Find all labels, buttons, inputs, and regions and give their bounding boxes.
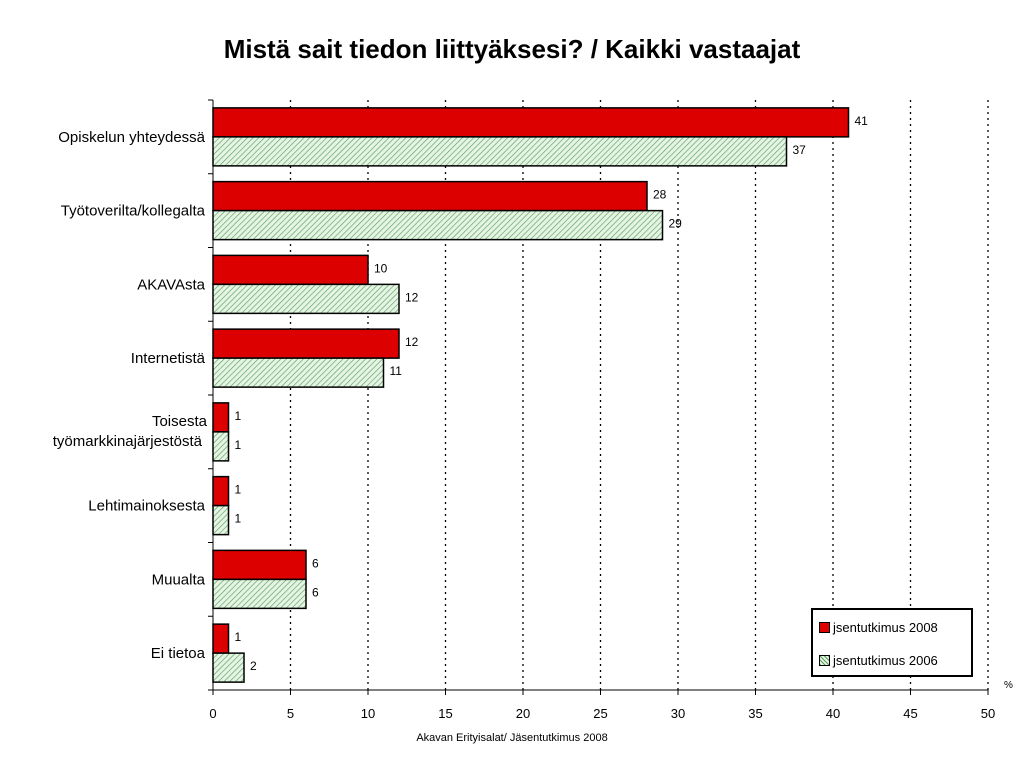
bar-2008 <box>212 623 230 654</box>
data-label: 10 <box>374 261 388 275</box>
data-label: 37 <box>793 143 807 157</box>
data-label: 6 <box>312 585 319 599</box>
chart-title: Mistä sait tiedon liittyäksesi? / Kaikki… <box>223 34 801 64</box>
x-tick-label: 10 <box>361 706 375 721</box>
bar-2008 <box>212 180 648 212</box>
labels: 0 5 10 15 20 25 30 35 40 45 50 Opiskelun yhteydessä… <box>53 114 995 721</box>
legend-label-2008: jsentutkimus 2008 <box>833 620 938 635</box>
bar-2008 <box>212 402 230 433</box>
gridlines <box>289 100 989 690</box>
bar-2008 <box>212 328 400 359</box>
category-label: Työtoverilta/kollegalta <box>61 203 206 220</box>
legend-swatch-2006 <box>819 655 830 666</box>
data-label: 12 <box>405 290 419 304</box>
bar-2006 <box>212 578 307 610</box>
x-tick-label: 0 <box>209 706 216 721</box>
x-tick-label: 30 <box>671 706 685 721</box>
x-tick-label: 5 <box>287 706 294 721</box>
data-label: 28 <box>653 188 667 202</box>
category-label: Toisesta työmarkkinajärjestöstä <box>53 413 208 450</box>
x-tick-label: 20 <box>516 706 530 721</box>
data-label: 11 <box>390 364 403 378</box>
x-tick-label: 50 <box>981 706 995 721</box>
bar-2006 <box>212 357 385 388</box>
axes <box>208 99 989 695</box>
legend: jsentutkimus 2008 jsentutkimus 2006 <box>811 608 973 677</box>
legend-label-2006: jsentutkimus 2006 <box>833 653 938 668</box>
category-label: Lehtimainoksesta <box>88 498 205 515</box>
bar-2006 <box>212 431 230 462</box>
x-tick-label: 25 <box>593 706 607 721</box>
bar-2008 <box>212 254 369 286</box>
data-label: 6 <box>312 556 319 570</box>
bars <box>212 107 850 683</box>
data-label: 1 <box>235 630 242 644</box>
category-label: Muualta <box>152 571 206 588</box>
data-label: 1 <box>235 512 242 526</box>
category-label: AKAVAsta <box>137 276 205 293</box>
legend-item-2008: jsentutkimus 2008 <box>819 620 938 635</box>
data-label: 41 <box>855 114 869 128</box>
bar-2006 <box>212 283 400 315</box>
bar-2006 <box>212 652 245 683</box>
x-tick-label: 15 <box>438 706 452 721</box>
bar-2006 <box>212 504 230 536</box>
bar-2008 <box>212 107 850 138</box>
legend-swatch-2008 <box>819 622 830 633</box>
category-label: Opiskelun yhteydessä <box>58 129 205 146</box>
x-tick-label: 35 <box>748 706 762 721</box>
footnote: Akavan Erityisalat/ Jäsentutkimus 2008 <box>416 732 608 744</box>
bar-2006 <box>212 136 788 167</box>
x-tick-label: 40 <box>826 706 840 721</box>
category-label: Internetistä <box>131 350 206 367</box>
data-label: 29 <box>669 217 683 231</box>
bar-2006 <box>212 209 664 241</box>
data-label: 2 <box>250 659 257 673</box>
data-label: 1 <box>235 483 242 497</box>
category-label: Ei tietoa <box>151 645 206 662</box>
bar-2008 <box>212 549 307 581</box>
x-tick-label: 45 <box>903 706 917 721</box>
bar-2008 <box>212 475 230 507</box>
legend-item-2006: jsentutkimus 2006 <box>819 653 938 668</box>
data-label: 12 <box>405 335 419 349</box>
data-label: 1 <box>235 438 242 452</box>
data-label: 1 <box>235 409 242 423</box>
axis-unit-label: % <box>1004 680 1013 691</box>
